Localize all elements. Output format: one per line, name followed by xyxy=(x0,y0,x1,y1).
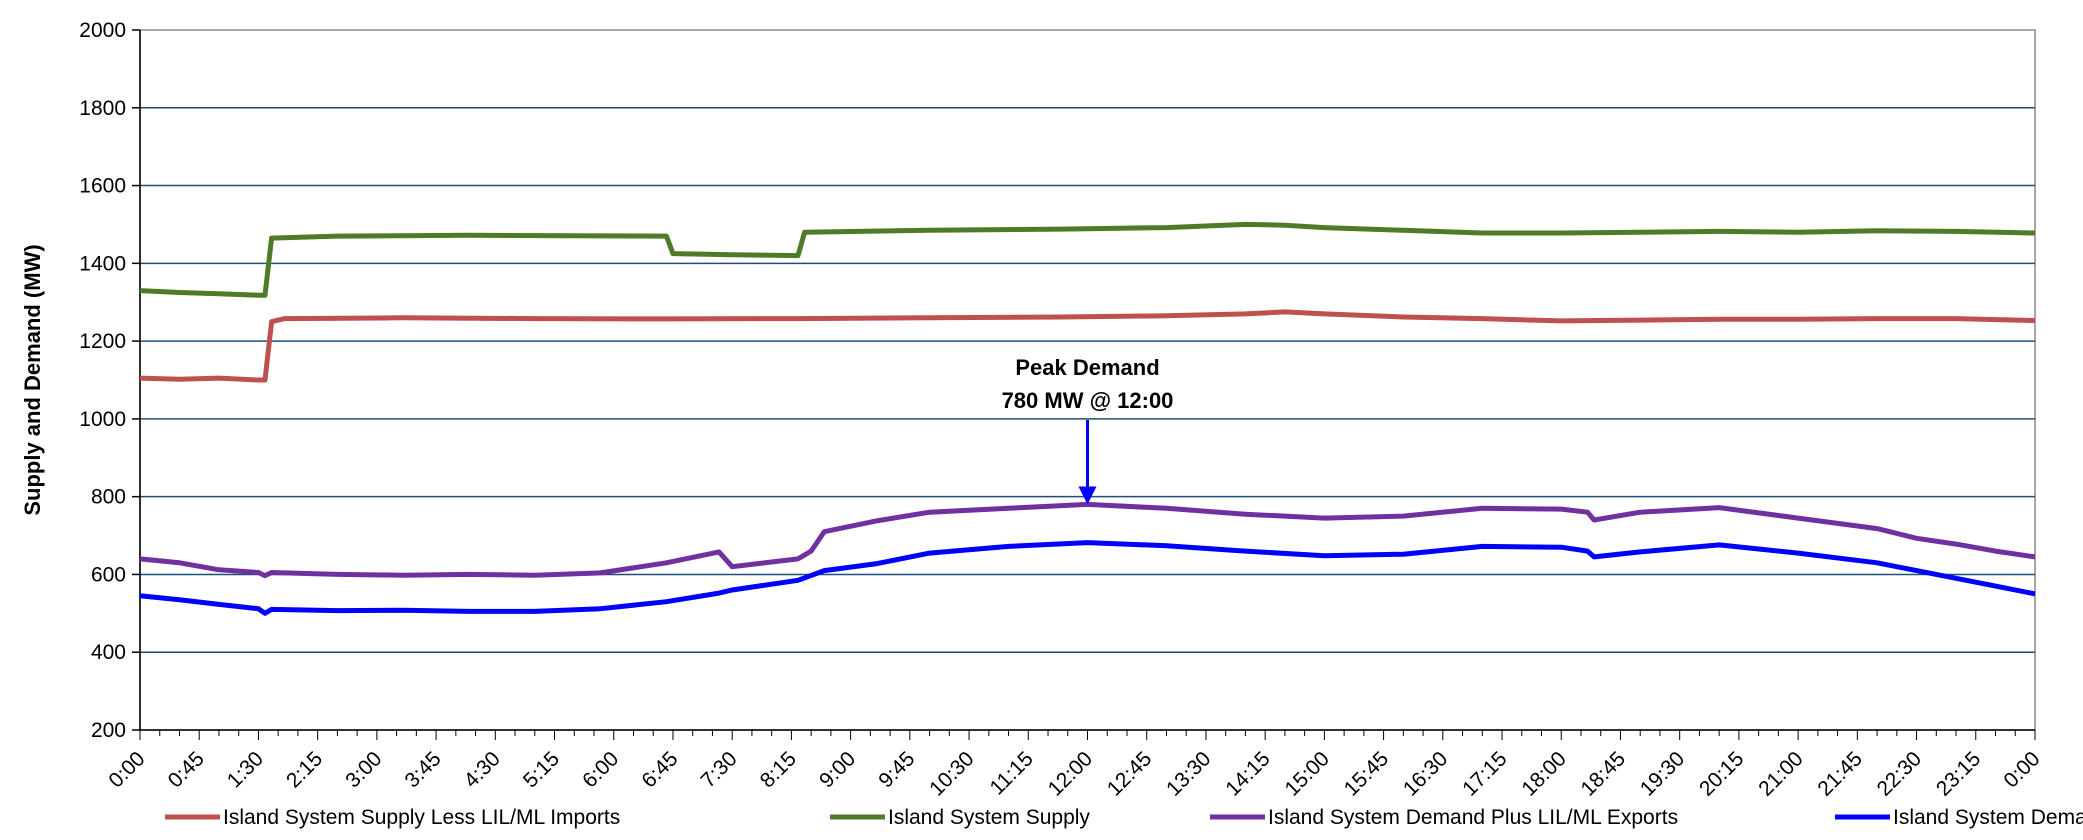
x-tick-label: 12:00 xyxy=(1044,747,1097,800)
x-tick-label: 9:00 xyxy=(815,747,860,792)
peak-annotation: Peak Demand 780 MW @ 12:00 xyxy=(1002,355,1174,505)
y-tick-label: 600 xyxy=(91,563,126,586)
y-tick-label: 1800 xyxy=(79,97,126,120)
x-tick-label: 12:45 xyxy=(1103,747,1156,800)
legend-label-1: Island System Supply xyxy=(888,806,1090,829)
annotation-title: Peak Demand xyxy=(1015,355,1159,380)
legend: Island System Supply Less LIL/ML Imports… xyxy=(165,806,2083,829)
x-tick-label: 0:45 xyxy=(164,747,209,792)
annotation-arrow-head xyxy=(1078,486,1097,505)
y-tick-label: 200 xyxy=(91,719,126,742)
gridlines xyxy=(139,29,2036,731)
legend-label-0: Island System Supply Less LIL/ML Imports xyxy=(223,806,620,829)
legend-label-3: Island System Demand xyxy=(1893,806,2083,829)
y-tick-label: 1200 xyxy=(79,330,126,353)
y-tick-label: 1000 xyxy=(79,408,126,431)
x-tick-label: 17:15 xyxy=(1458,747,1511,800)
x-tick-label: 7:30 xyxy=(697,747,742,792)
legend-label-2: Island System Demand Plus LIL/ML Exports xyxy=(1268,806,1678,829)
x-tick-label: 5:15 xyxy=(519,747,564,792)
x-tick-label: 22:30 xyxy=(1873,747,1926,800)
x-tick-label: 0:00 xyxy=(1999,747,2044,792)
x-tick-label: 16:30 xyxy=(1399,747,1452,800)
x-tick-label: 19:30 xyxy=(1636,747,1689,800)
y-tick-label: 1400 xyxy=(79,252,126,275)
x-tick-label: 4:30 xyxy=(460,747,505,792)
x-tick-label: 6:00 xyxy=(578,747,623,792)
y-tick-label: 400 xyxy=(91,641,126,664)
x-tick-label: 3:45 xyxy=(400,747,445,792)
x-tick-label: 10:30 xyxy=(925,747,978,800)
x-tick-label: 20:15 xyxy=(1695,747,1748,800)
x-tick-label: 21:45 xyxy=(1813,747,1866,800)
y-tick-label: 800 xyxy=(91,486,126,509)
x-tick-label: 6:45 xyxy=(637,747,682,792)
x-tick-label: 15:45 xyxy=(1340,747,1393,800)
x-tick-label: 0:00 xyxy=(104,747,149,792)
x-tick-label: 9:45 xyxy=(874,747,919,792)
x-tick-label: 11:15 xyxy=(985,747,1037,799)
x-tick-label: 13:30 xyxy=(1162,747,1215,800)
series-lines xyxy=(139,221,2036,616)
x-tick-label: 8:15 xyxy=(756,747,801,792)
x-tick-label: 1:30 xyxy=(223,747,268,792)
y-tick-label: 1600 xyxy=(79,175,126,198)
x-tick-label: 15:00 xyxy=(1280,747,1333,800)
x-tick-label: 2:15 xyxy=(282,747,327,792)
series-line-0 xyxy=(139,309,2036,383)
x-tick-label: 3:00 xyxy=(341,747,386,792)
x-tick-label: 18:00 xyxy=(1517,747,1570,800)
x-tick-label: 23:15 xyxy=(1932,747,1985,800)
plot-area-border xyxy=(139,29,2036,731)
x-tick-label: 14:15 xyxy=(1221,747,1274,800)
series-line-2 xyxy=(139,501,2036,579)
series-line-1 xyxy=(139,221,2036,298)
annotation-value: 780 MW @ 12:00 xyxy=(1002,388,1174,413)
series-line-3 xyxy=(139,540,2036,616)
x-tick-label: 18:45 xyxy=(1577,747,1630,800)
y-axis-label: Supply and Demand (MW) xyxy=(20,244,45,515)
x-tick-label: 21:00 xyxy=(1754,747,1807,800)
y-tick-label: 2000 xyxy=(79,19,126,42)
